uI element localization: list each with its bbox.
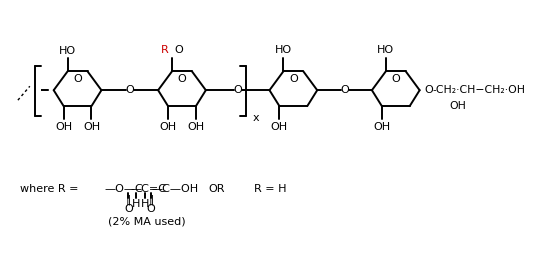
Text: H: H <box>141 199 150 209</box>
Text: ‖: ‖ <box>125 194 131 205</box>
Text: HO: HO <box>275 45 292 55</box>
Text: R = H: R = H <box>254 184 286 194</box>
Text: O: O <box>178 74 186 84</box>
Text: OH: OH <box>271 122 288 132</box>
Text: —O—C: —O—C <box>104 184 143 194</box>
Text: ‖: ‖ <box>148 194 154 205</box>
Text: O: O <box>125 85 134 95</box>
Text: OH: OH <box>55 122 72 132</box>
Text: OR: OR <box>209 184 226 194</box>
Text: OH: OH <box>83 122 100 132</box>
Text: O: O <box>174 45 183 55</box>
Text: O: O <box>425 85 433 95</box>
Text: OH: OH <box>188 122 205 132</box>
Text: O: O <box>73 74 82 84</box>
Text: H: H <box>132 199 140 209</box>
Text: —C—OH: —C—OH <box>151 184 199 194</box>
Text: R: R <box>161 45 169 55</box>
Text: x: x <box>252 113 259 123</box>
Text: HO: HO <box>59 46 76 56</box>
Text: O: O <box>289 74 298 84</box>
Text: where R =: where R = <box>20 184 79 194</box>
Text: (2% MA used): (2% MA used) <box>108 216 186 227</box>
Text: OH: OH <box>373 122 390 132</box>
Text: OH: OH <box>160 122 177 132</box>
Text: O: O <box>124 203 133 214</box>
Text: O: O <box>233 85 242 95</box>
Text: -CH₂·CH−CH₂·OH: -CH₂·CH−CH₂·OH <box>432 85 526 95</box>
Text: OH: OH <box>449 101 466 111</box>
Text: O: O <box>340 85 349 95</box>
Text: O: O <box>392 74 400 84</box>
Text: —C=C: —C=C <box>130 184 166 194</box>
Text: O: O <box>147 203 156 214</box>
Text: HO: HO <box>377 45 394 55</box>
